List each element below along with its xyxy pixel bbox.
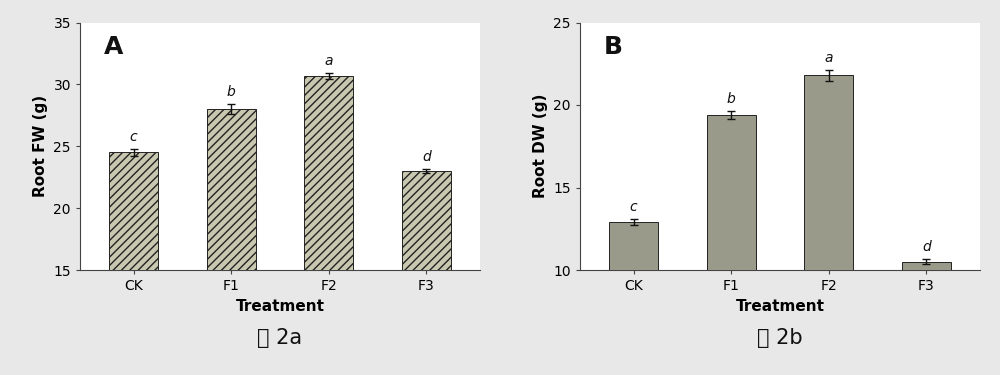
- Bar: [609, 222, 658, 375]
- Text: d: d: [922, 240, 931, 254]
- Text: 图 2a: 图 2a: [257, 327, 303, 348]
- Text: b: b: [227, 85, 236, 99]
- Bar: [707, 115, 756, 375]
- Text: A: A: [104, 35, 123, 59]
- X-axis label: Treatment: Treatment: [236, 298, 324, 314]
- Text: b: b: [727, 92, 736, 106]
- Text: c: c: [630, 200, 637, 214]
- Text: d: d: [422, 150, 431, 164]
- Text: 图 2b: 图 2b: [757, 327, 803, 348]
- Text: a: a: [325, 54, 333, 68]
- Text: B: B: [604, 35, 623, 59]
- Bar: [304, 76, 353, 375]
- X-axis label: Treatment: Treatment: [736, 298, 825, 314]
- Bar: [109, 152, 158, 375]
- Text: c: c: [130, 130, 137, 144]
- Text: a: a: [825, 51, 833, 64]
- Bar: [402, 171, 451, 375]
- Bar: [902, 262, 951, 375]
- Y-axis label: Root DW (g): Root DW (g): [533, 94, 548, 198]
- Bar: [804, 75, 853, 375]
- Bar: [207, 109, 256, 375]
- Y-axis label: Root FW (g): Root FW (g): [33, 95, 48, 197]
